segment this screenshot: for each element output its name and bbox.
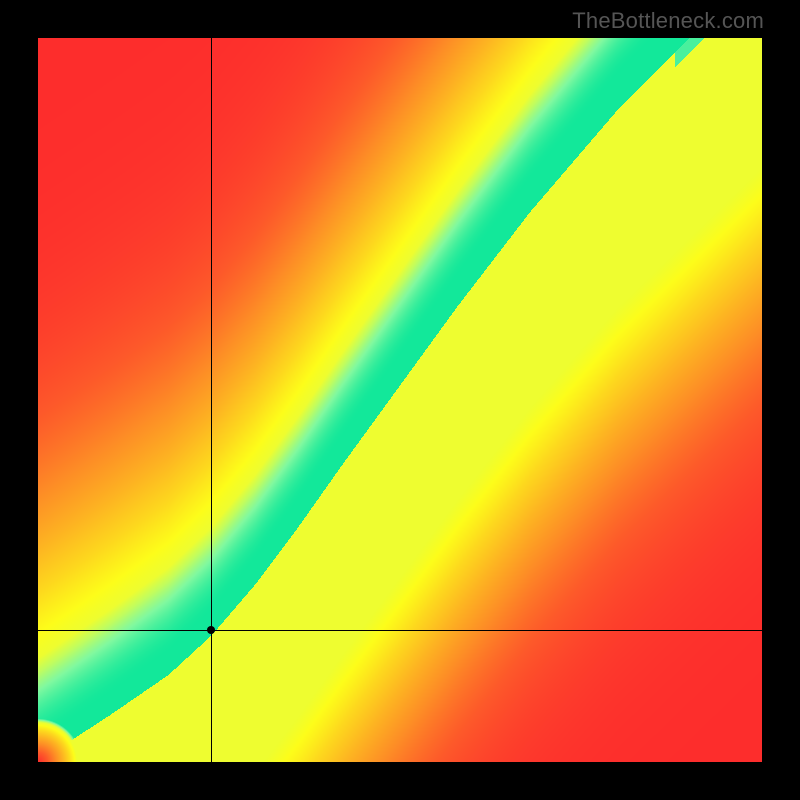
watermark-text: TheBottleneck.com bbox=[572, 8, 764, 34]
crosshair-vertical bbox=[211, 38, 212, 762]
chart-container: TheBottleneck.com bbox=[0, 0, 800, 800]
crosshair-horizontal bbox=[38, 630, 762, 631]
selection-marker-dot bbox=[207, 626, 215, 634]
plot-area bbox=[38, 38, 762, 762]
bottleneck-heatmap bbox=[38, 38, 762, 762]
